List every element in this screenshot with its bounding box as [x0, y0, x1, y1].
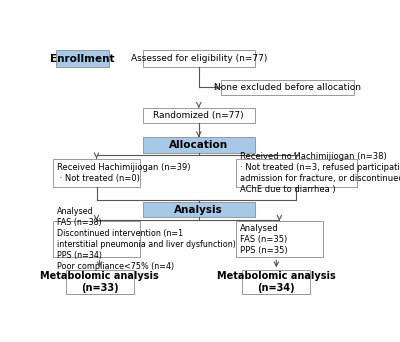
Text: Metabolomic analysis
(n=34): Metabolomic analysis (n=34)	[217, 271, 336, 293]
FancyBboxPatch shape	[236, 159, 357, 187]
Text: Received no Hachimijiogan (n=38)
· Not treated (n=3, refused participation,
admi: Received no Hachimijiogan (n=38) · Not t…	[240, 152, 400, 194]
Text: Analysed
FAS (n=38)
Discontinued intervention (n=1
interstitial pneumonia and li: Analysed FAS (n=38) Discontinued interve…	[57, 207, 236, 272]
Text: Received Hachimijiogan (n=39)
 · Not treated (n=0): Received Hachimijiogan (n=39) · Not trea…	[57, 163, 190, 183]
Text: None excluded before allocation: None excluded before allocation	[214, 83, 361, 92]
FancyBboxPatch shape	[143, 137, 254, 153]
FancyBboxPatch shape	[220, 80, 354, 95]
FancyBboxPatch shape	[143, 108, 254, 123]
Text: Analysed
FAS (n=35)
PPS (n=35): Analysed FAS (n=35) PPS (n=35)	[240, 224, 287, 255]
FancyBboxPatch shape	[236, 221, 323, 258]
FancyBboxPatch shape	[242, 270, 310, 294]
FancyBboxPatch shape	[53, 221, 140, 258]
Text: Enrollment: Enrollment	[50, 54, 115, 64]
FancyBboxPatch shape	[56, 51, 109, 67]
Text: Assessed for eligibility (n=77): Assessed for eligibility (n=77)	[131, 54, 267, 63]
FancyBboxPatch shape	[66, 270, 134, 294]
Text: Randomized (n=77): Randomized (n=77)	[154, 111, 244, 120]
FancyBboxPatch shape	[53, 159, 140, 187]
FancyBboxPatch shape	[143, 51, 254, 67]
Text: Metabolomic analysis
(n=33): Metabolomic analysis (n=33)	[40, 271, 159, 293]
Text: Allocation: Allocation	[169, 140, 228, 150]
Text: Analysis: Analysis	[174, 205, 223, 215]
FancyBboxPatch shape	[143, 202, 254, 218]
